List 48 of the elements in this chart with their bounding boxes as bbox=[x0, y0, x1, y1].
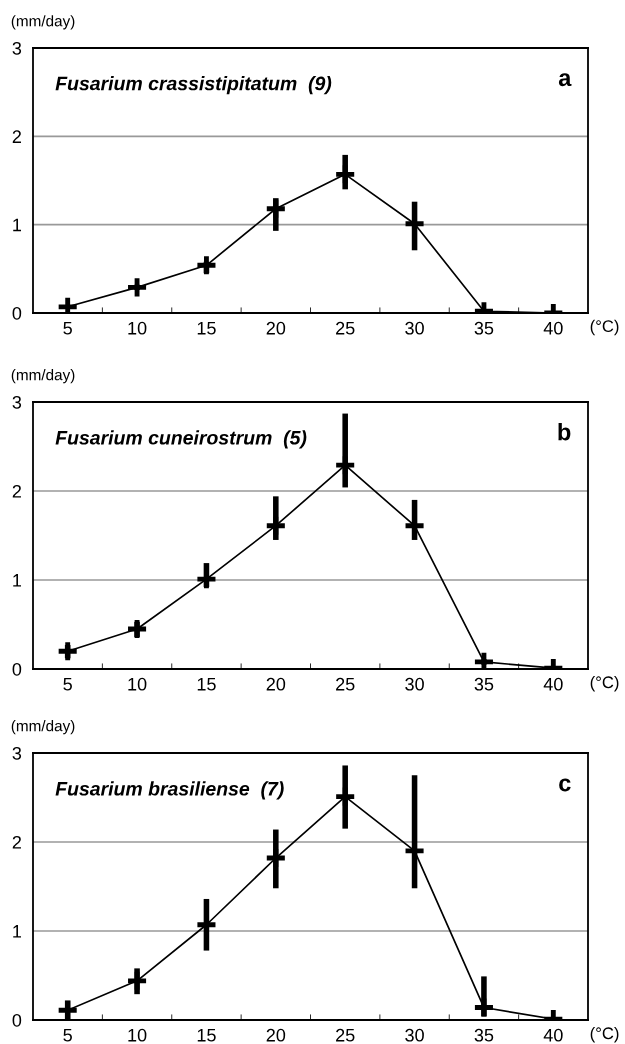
annotation: b bbox=[558, 423, 571, 441]
x-tick-label: 35 bbox=[474, 677, 494, 691]
x-tick-label: 15 bbox=[197, 678, 216, 691]
x-tick-label: 10 bbox=[128, 677, 147, 691]
x-tick-label: 40 bbox=[543, 677, 563, 691]
x-tick-label: 20 bbox=[266, 677, 286, 691]
y-tick-label: 2 bbox=[12, 484, 21, 498]
x-tick-label: 25 bbox=[336, 1028, 355, 1042]
x-tick-label: 5 bbox=[63, 322, 72, 335]
y-tick-label: 3 bbox=[12, 395, 22, 409]
annotation: c bbox=[559, 778, 571, 792]
x-tick-label: 20 bbox=[266, 321, 286, 335]
x-axis-title: (°C) bbox=[590, 675, 619, 692]
annotation: a bbox=[558, 73, 572, 87]
x-axis-title: (°C) bbox=[590, 319, 619, 336]
y-tick-label: 3 bbox=[12, 746, 22, 760]
x-tick-label: 40 bbox=[543, 321, 563, 335]
x-tick-label: 30 bbox=[405, 321, 424, 335]
y-tick-label: 1 bbox=[13, 925, 22, 938]
x-tick-label: 40 bbox=[543, 1028, 563, 1042]
x-tick-label: 35 bbox=[474, 1028, 494, 1042]
y-axis-title: (mm/day) bbox=[11, 369, 75, 384]
text: Fusarium cuneirostrum (5) bbox=[55, 430, 307, 449]
x-tick-label: 25 bbox=[336, 321, 355, 335]
x-tick-label: 15 bbox=[197, 322, 216, 335]
y-axis-title: (mm/day) bbox=[11, 15, 75, 30]
y-tick-label: 0 bbox=[12, 662, 22, 676]
x-tick-label: 5 bbox=[63, 1029, 72, 1042]
x-tick-label: 10 bbox=[128, 321, 147, 335]
x-tick-label: 15 bbox=[197, 1029, 216, 1042]
x-tick-label: 20 bbox=[266, 1028, 286, 1042]
y-tick-label: 0 bbox=[12, 1013, 22, 1027]
y-tick-label: 2 bbox=[12, 835, 21, 849]
x-tick-label: 35 bbox=[474, 321, 494, 335]
x-axis-title: (°C) bbox=[590, 1026, 619, 1043]
y-tick-label: 2 bbox=[12, 130, 21, 143]
text: Fusarium brasiliense (7) bbox=[55, 781, 284, 800]
x-tick-label: 5 bbox=[63, 678, 72, 691]
x-tick-label: 10 bbox=[128, 1028, 147, 1042]
y-tick-label: 1 bbox=[13, 218, 22, 232]
y-tick-label: 0 bbox=[12, 306, 22, 320]
y-tick-label: 3 bbox=[12, 41, 22, 55]
x-tick-label: 30 bbox=[405, 1028, 424, 1042]
y-axis-title: (mm/day) bbox=[11, 720, 75, 735]
x-tick-label: 30 bbox=[405, 677, 424, 691]
text: Fusarium crassistipitatum (9) bbox=[55, 76, 332, 95]
y-tick-label: 1 bbox=[13, 574, 22, 587]
x-tick-label: 25 bbox=[336, 677, 355, 691]
